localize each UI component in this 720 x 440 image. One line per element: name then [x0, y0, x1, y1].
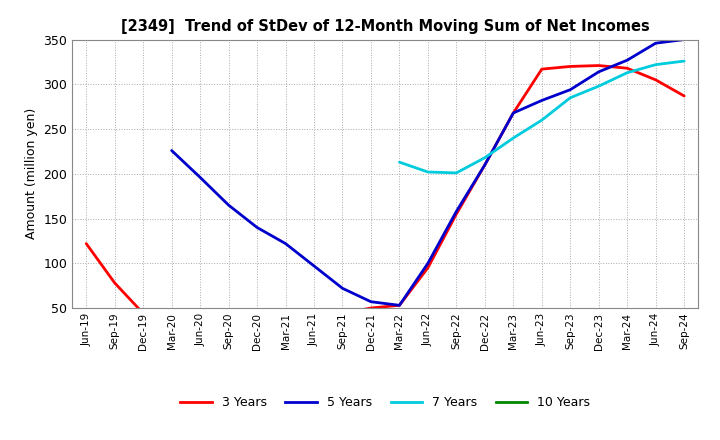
- 7 Years: [566, 95, 575, 100]
- 3 Years: [196, 312, 204, 317]
- 3 Years: [566, 64, 575, 69]
- 5 Years: [509, 110, 518, 116]
- 7 Years: [652, 62, 660, 67]
- 3 Years: [310, 312, 318, 318]
- Legend: 3 Years, 5 Years, 7 Years, 10 Years: 3 Years, 5 Years, 7 Years, 10 Years: [176, 392, 595, 414]
- 5 Years: [196, 175, 204, 180]
- 5 Years: [310, 263, 318, 268]
- 5 Years: [338, 286, 347, 291]
- 5 Years: [623, 58, 631, 63]
- Y-axis label: Amount (million yen): Amount (million yen): [24, 108, 37, 239]
- 5 Years: [167, 148, 176, 153]
- 3 Years: [110, 280, 119, 286]
- 5 Years: [537, 98, 546, 103]
- 3 Years: [452, 211, 461, 216]
- 3 Years: [395, 303, 404, 308]
- 3 Years: [82, 241, 91, 246]
- 7 Years: [452, 170, 461, 176]
- 5 Years: [652, 40, 660, 46]
- 3 Years: [366, 305, 375, 311]
- 7 Years: [595, 84, 603, 89]
- 7 Years: [423, 169, 432, 175]
- 5 Years: [452, 209, 461, 214]
- Line: 3 Years: 3 Years: [86, 66, 684, 315]
- 5 Years: [566, 87, 575, 92]
- Line: 7 Years: 7 Years: [400, 61, 684, 173]
- 5 Years: [366, 299, 375, 304]
- 5 Years: [423, 260, 432, 266]
- 3 Years: [139, 311, 148, 316]
- 7 Years: [623, 70, 631, 75]
- 5 Years: [282, 241, 290, 246]
- 3 Years: [509, 110, 518, 116]
- 5 Years: [595, 69, 603, 74]
- 3 Years: [537, 66, 546, 72]
- 5 Years: [680, 37, 688, 42]
- 7 Years: [537, 117, 546, 123]
- 3 Years: [282, 312, 290, 318]
- 3 Years: [253, 312, 261, 318]
- 5 Years: [225, 202, 233, 208]
- 3 Years: [225, 312, 233, 318]
- 3 Years: [652, 77, 660, 82]
- 3 Years: [623, 66, 631, 71]
- 3 Years: [480, 162, 489, 168]
- 5 Years: [253, 225, 261, 230]
- Title: [2349]  Trend of StDev of 12-Month Moving Sum of Net Incomes: [2349] Trend of StDev of 12-Month Moving…: [121, 19, 649, 34]
- 3 Years: [167, 311, 176, 316]
- 7 Years: [480, 155, 489, 160]
- 5 Years: [480, 162, 489, 168]
- 3 Years: [595, 63, 603, 68]
- 7 Years: [395, 160, 404, 165]
- 3 Years: [338, 311, 347, 316]
- 7 Years: [509, 136, 518, 141]
- 7 Years: [680, 59, 688, 64]
- 5 Years: [395, 303, 404, 308]
- 3 Years: [423, 265, 432, 270]
- Line: 5 Years: 5 Years: [171, 40, 684, 305]
- 3 Years: [680, 93, 688, 99]
